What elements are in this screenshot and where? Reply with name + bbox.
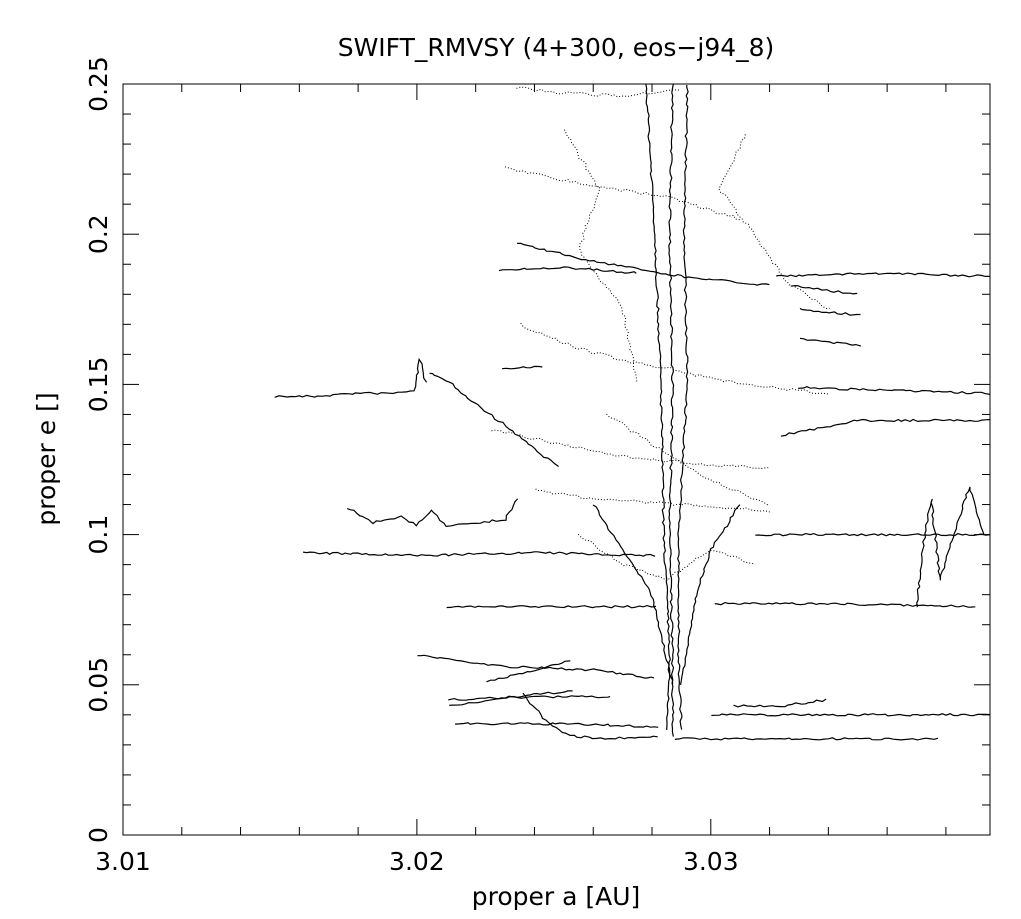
trajectory-line <box>714 601 976 608</box>
trajectory-dotted <box>520 322 829 395</box>
trajectory-line <box>916 486 985 608</box>
trajectory-dotted <box>718 134 830 310</box>
trajectory-line <box>799 307 861 316</box>
trajectory-dotted <box>563 129 638 384</box>
y-tick-label: 0.15 <box>84 357 113 413</box>
plot-frame <box>122 83 991 836</box>
trajectory-dotted <box>606 413 769 506</box>
data-traces <box>274 84 990 741</box>
trajectory-line <box>486 660 571 683</box>
x-tick-label: 3.03 <box>683 847 739 876</box>
trajectory-line <box>676 84 689 730</box>
trajectory-line <box>417 654 655 679</box>
trajectory-line <box>755 532 990 537</box>
tick-labels: 3.01 3.02 3.03 0 0.05 0.1 0.15 0.2 0.25 <box>84 56 739 876</box>
trajectory-line <box>522 692 658 740</box>
x-tick-label: 3.02 <box>389 847 445 876</box>
trajectory-line <box>776 272 990 278</box>
y-tick-label: 0.2 <box>84 214 113 254</box>
y-tick-label: 0.25 <box>84 56 113 112</box>
trajectory-dotted <box>516 86 681 98</box>
y-tick-label: 0 <box>84 827 113 843</box>
plot-area <box>274 84 990 741</box>
tick-marks <box>122 83 990 836</box>
trajectory-dotted <box>504 166 741 221</box>
trajectory-line <box>517 242 770 286</box>
trajectory-line <box>733 698 827 708</box>
trajectory-line <box>455 722 659 728</box>
trajectory-line <box>679 504 741 686</box>
trajectory-line <box>274 357 428 398</box>
trajectory-line <box>780 418 990 437</box>
trajectory-line <box>674 737 939 741</box>
chart-title: SWIFT_RMVSY (4+300, eos−j94_8) <box>338 33 775 62</box>
trajectory-line <box>448 695 611 701</box>
trajectory-line <box>799 337 862 347</box>
trajectory-line <box>346 498 519 528</box>
trajectory-dotted <box>491 429 770 470</box>
trajectory-line <box>645 84 672 731</box>
y-tick-label: 0.05 <box>84 657 113 713</box>
trajectory-line <box>502 365 543 370</box>
trajectory-line <box>449 690 573 706</box>
trajectory-line <box>711 713 990 717</box>
y-axis-label: proper e [] <box>32 392 61 525</box>
trajectory-dotted <box>535 488 770 513</box>
trajectory-line <box>446 604 657 609</box>
trajectory-line <box>790 284 858 295</box>
trajectory-line <box>592 504 674 685</box>
axes-frame <box>122 83 991 836</box>
trajectory-line <box>303 551 656 557</box>
x-tick-label: 3.01 <box>95 847 151 876</box>
y-tick-label: 0.1 <box>84 515 113 555</box>
trajectory-line <box>668 84 675 737</box>
trajectory-line <box>429 372 559 467</box>
x-axis-label: proper a [AU] <box>472 882 641 911</box>
trajectory-line <box>798 386 990 395</box>
trajectory-line <box>498 266 637 274</box>
